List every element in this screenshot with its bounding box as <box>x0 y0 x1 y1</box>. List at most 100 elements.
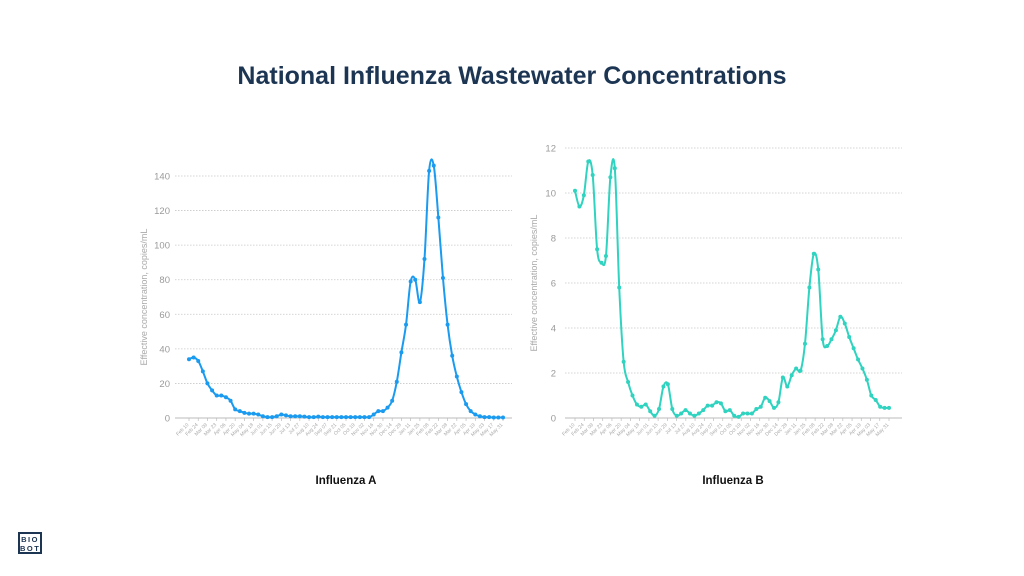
data-point <box>473 412 478 417</box>
data-point <box>590 173 595 177</box>
data-point <box>445 322 450 327</box>
y-tick-label: 120 <box>154 206 170 217</box>
data-point <box>496 415 501 420</box>
data-point <box>311 415 316 420</box>
data-point <box>210 388 215 393</box>
data-point <box>727 408 732 413</box>
data-point <box>440 275 445 280</box>
data-point <box>864 377 869 382</box>
data-point <box>408 279 413 284</box>
data-point <box>772 405 777 410</box>
data-point <box>670 407 675 411</box>
data-point <box>260 414 265 419</box>
data-point <box>674 413 679 418</box>
data-point <box>233 407 238 412</box>
data-point <box>789 373 794 378</box>
data-point <box>696 411 701 416</box>
data-point <box>228 398 233 403</box>
data-point <box>214 393 219 398</box>
chart-title: Influenza B <box>702 475 763 487</box>
data-point <box>417 300 422 305</box>
data-point <box>701 408 706 413</box>
data-point <box>330 415 335 420</box>
data-point <box>219 393 224 398</box>
data-point <box>887 405 891 410</box>
data-point <box>798 368 803 373</box>
data-point <box>256 412 261 417</box>
data-point <box>639 404 644 409</box>
data-point <box>643 402 648 407</box>
data-point <box>825 344 830 348</box>
data-point <box>344 415 348 420</box>
data-point <box>307 415 312 420</box>
data-point <box>661 384 666 389</box>
data-point <box>404 322 409 327</box>
data-point <box>353 415 358 420</box>
data-point <box>878 404 883 409</box>
data-point <box>705 403 710 408</box>
data-point <box>427 168 432 173</box>
y-tick-label: 20 <box>159 379 170 390</box>
data-point <box>820 337 825 342</box>
data-point <box>780 375 785 380</box>
data-point <box>270 415 275 420</box>
data-point <box>754 407 759 411</box>
data-point <box>371 412 376 417</box>
data-point <box>491 415 496 420</box>
data-point <box>718 401 723 406</box>
chart-title: Influenza A <box>316 475 377 487</box>
data-point <box>634 402 639 407</box>
data-point <box>816 267 821 272</box>
data-point <box>274 414 279 419</box>
data-point <box>763 395 768 400</box>
data-point <box>860 366 865 371</box>
data-point <box>385 405 390 410</box>
data-point <box>297 414 302 419</box>
data-point <box>882 405 887 410</box>
data-point <box>468 409 473 414</box>
y-tick-label: 60 <box>159 310 170 321</box>
data-point <box>223 395 228 400</box>
data-point <box>736 414 741 419</box>
data-point <box>237 409 242 414</box>
data-point <box>657 407 662 411</box>
y-tick-label: 10 <box>545 189 556 200</box>
data-point <box>802 341 807 346</box>
data-point <box>205 381 210 386</box>
data-point <box>683 408 688 413</box>
y-tick-label: 8 <box>551 234 556 245</box>
y-tick-label: 140 <box>154 172 170 183</box>
data-point <box>501 415 505 420</box>
data-point <box>665 382 670 387</box>
data-point <box>482 415 487 420</box>
data-point <box>573 188 577 193</box>
data-point <box>251 411 256 416</box>
data-point <box>807 285 812 290</box>
y-axis-label: Effective concentration, copies/mL <box>529 215 539 352</box>
data-point <box>692 413 697 418</box>
data-point <box>362 415 367 420</box>
data-point <box>749 411 754 416</box>
data-point <box>767 399 772 404</box>
data-point <box>302 414 307 419</box>
data-point <box>758 404 763 409</box>
data-point <box>454 374 459 379</box>
data-point <box>191 355 196 360</box>
data-point <box>376 409 381 414</box>
data-point <box>283 413 288 418</box>
data-point <box>833 328 838 333</box>
data-point <box>617 285 622 290</box>
data-point <box>279 412 284 417</box>
data-point <box>242 410 247 415</box>
data-point <box>838 314 843 319</box>
data-point <box>732 413 737 418</box>
data-point <box>842 321 847 326</box>
data-point <box>399 350 404 355</box>
data-point <box>723 409 728 414</box>
data-point <box>357 415 362 420</box>
data-point <box>595 247 600 252</box>
data-point <box>794 366 799 371</box>
series-line <box>574 158 890 419</box>
